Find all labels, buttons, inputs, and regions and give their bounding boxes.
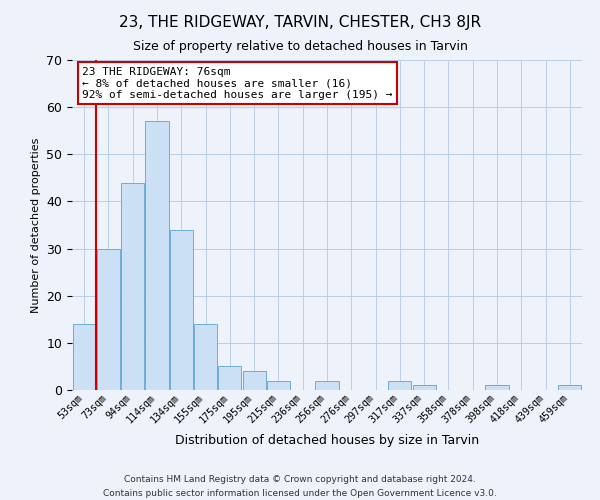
Bar bbox=[145, 122, 169, 390]
Text: 23, THE RIDGEWAY, TARVIN, CHESTER, CH3 8JR: 23, THE RIDGEWAY, TARVIN, CHESTER, CH3 8… bbox=[119, 15, 481, 30]
Bar bbox=[242, 371, 266, 390]
Bar bbox=[170, 230, 193, 390]
Bar bbox=[316, 380, 338, 390]
Bar bbox=[121, 182, 144, 390]
Bar bbox=[267, 380, 290, 390]
Text: 23 THE RIDGEWAY: 76sqm
← 8% of detached houses are smaller (16)
92% of semi-deta: 23 THE RIDGEWAY: 76sqm ← 8% of detached … bbox=[82, 66, 392, 100]
X-axis label: Distribution of detached houses by size in Tarvin: Distribution of detached houses by size … bbox=[175, 434, 479, 446]
Bar bbox=[413, 386, 436, 390]
Bar bbox=[559, 386, 581, 390]
Bar bbox=[218, 366, 241, 390]
Text: Contains HM Land Registry data © Crown copyright and database right 2024.
Contai: Contains HM Land Registry data © Crown c… bbox=[103, 476, 497, 498]
Bar bbox=[97, 248, 120, 390]
Bar bbox=[388, 380, 412, 390]
Text: Size of property relative to detached houses in Tarvin: Size of property relative to detached ho… bbox=[133, 40, 467, 53]
Bar bbox=[73, 324, 95, 390]
Y-axis label: Number of detached properties: Number of detached properties bbox=[31, 138, 41, 312]
Bar bbox=[485, 386, 509, 390]
Bar bbox=[194, 324, 217, 390]
